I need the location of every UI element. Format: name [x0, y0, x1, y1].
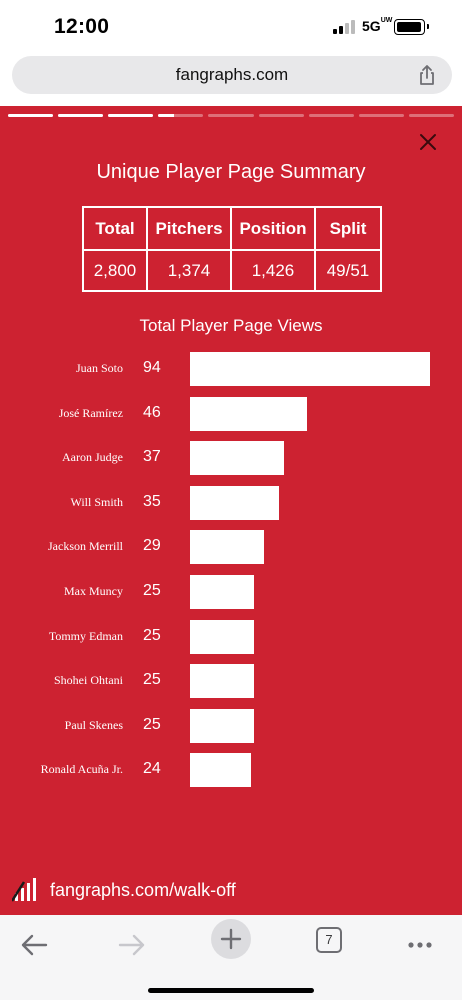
player-views-chart: Juan Soto 94 José Ramírez 46 Aaron Judge 37 Wi… [0, 352, 462, 802]
bar-label: José Ramírez [58, 405, 123, 420]
summary-header-row: Total Pitchers Position Split [82, 206, 382, 251]
progress-segment [408, 114, 454, 117]
bar [190, 619, 254, 654]
bar-label: Paul Skenes [64, 717, 123, 732]
bar [190, 485, 280, 520]
chart-row: Aaron Judge 37 [0, 441, 462, 476]
bar-value: 25 [143, 582, 161, 599]
network-indicator: 5GUW [362, 17, 393, 34]
bar-value: 46 [143, 403, 161, 421]
bar-label: Ronald Acuña Jr. [40, 762, 123, 777]
back-icon[interactable] [12, 923, 56, 967]
header-total: Total [82, 206, 148, 251]
chart-row: Max Muncy 25 [0, 575, 462, 609]
footer-link[interactable]: fangraphs.com/walk-off [50, 880, 236, 900]
chart-row: Will Smith 35 [0, 485, 462, 520]
header-pitchers: Pitchers [146, 206, 232, 251]
bar-label: Aaron Judge [62, 450, 123, 465]
progress-segment [158, 114, 204, 117]
bar-label: Tommy Edman [48, 628, 123, 643]
status-bar: 12:00 5GUW [0, 0, 462, 54]
story-progress [8, 114, 454, 118]
network-label: 5G [362, 18, 381, 34]
summary-table: Total Pitchers Position Split 2,800 1,37… [82, 206, 382, 292]
summary-title: Unique Player Page Summary [96, 161, 366, 183]
bar-value: 25 [143, 626, 161, 644]
bar [190, 575, 254, 609]
battery-icon [394, 19, 429, 35]
bar [190, 396, 308, 431]
bar [190, 753, 252, 788]
value-pitchers: 1,374 [146, 249, 232, 292]
chart-row: Juan Soto 94 [0, 352, 462, 386]
bar-value: 29 [143, 537, 161, 555]
bar [190, 708, 254, 743]
chart-row: José Ramírez 46 [0, 396, 462, 431]
header-position: Position [230, 206, 316, 251]
progress-segment [208, 114, 254, 117]
bar-value: 24 [143, 760, 161, 778]
bar-label: Juan Soto [75, 361, 123, 375]
bar [190, 352, 430, 386]
share-icon[interactable] [416, 64, 438, 86]
tabs-button[interactable]: 7 [316, 927, 342, 953]
value-position: 1,426 [230, 249, 316, 292]
fangraphs-logo-icon [12, 878, 36, 902]
progress-segment [58, 114, 104, 117]
chart-row: Jackson Merrill 29 [0, 530, 462, 565]
chart-title: Total Player Page Views [139, 316, 323, 335]
new-tab-button[interactable] [211, 919, 251, 959]
header-split: Split [314, 206, 382, 251]
bar-value: 37 [143, 448, 161, 466]
home-indicator [148, 988, 314, 993]
bar-value: 25 [143, 715, 161, 733]
chart-row: Shohei Ohtani 25 [0, 664, 462, 699]
status-time: 12:00 [54, 15, 110, 38]
story-panel: Unique Player Page Summary Total Pitcher… [0, 106, 462, 915]
bar-label: Max Muncy [64, 584, 123, 598]
network-sup: UW [380, 17, 393, 25]
bar-value: 25 [143, 671, 161, 689]
chart-row: Tommy Edman 25 [0, 619, 462, 654]
bar-value: 35 [143, 492, 161, 510]
signal-icon [333, 20, 355, 34]
bar-value: 94 [143, 359, 161, 376]
more-icon[interactable] [398, 923, 442, 967]
url-text[interactable]: fangraphs.com [175, 65, 289, 84]
bar-label: Shohei Ohtani [54, 673, 123, 688]
bar-label: Jackson Merrill [48, 539, 123, 554]
summary-value-row: 2,800 1,374 1,426 49/51 [82, 249, 382, 292]
value-total: 2,800 [82, 249, 148, 292]
progress-segment [108, 114, 154, 117]
chart-row: Ronald Acuña Jr. 24 [0, 753, 462, 788]
progress-segment [358, 114, 404, 117]
address-bar[interactable]: fangraphs.com [12, 56, 452, 94]
bar [190, 530, 265, 565]
chart-row: Paul Skenes 25 [0, 708, 462, 743]
progress-segment [308, 114, 354, 117]
bar [190, 441, 285, 476]
bar-label: Will Smith [70, 494, 123, 509]
forward-icon[interactable] [110, 923, 154, 967]
bar [190, 664, 254, 699]
close-icon[interactable] [416, 130, 440, 154]
plus-icon [220, 928, 242, 950]
browser-toolbar: 7 [0, 915, 462, 1000]
progress-segment [8, 114, 54, 117]
progress-segment [258, 114, 304, 117]
value-split: 49/51 [314, 249, 382, 292]
